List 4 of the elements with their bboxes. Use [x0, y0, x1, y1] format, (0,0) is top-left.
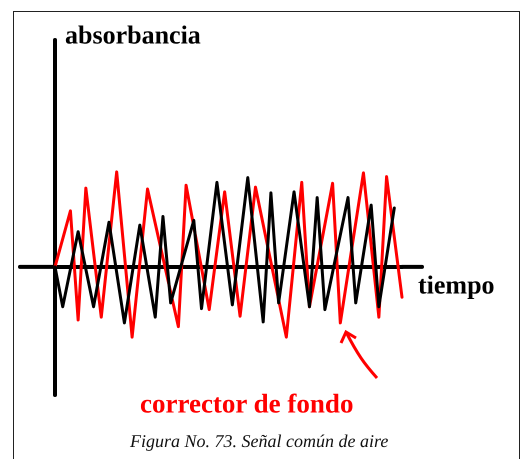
text: Figura No. 73. Señal común de aire [129, 431, 388, 451]
text: corrector de fondo [140, 388, 354, 418]
x-axis-title: tiempo [418, 270, 495, 300]
y-axis-title: absorbancia [65, 20, 201, 50]
